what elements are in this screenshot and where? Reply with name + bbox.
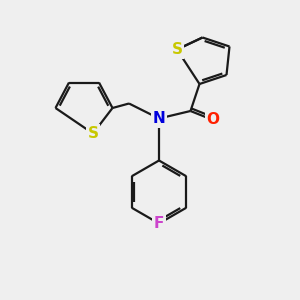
Text: O: O (206, 112, 220, 128)
Text: S: S (88, 126, 98, 141)
Text: F: F (154, 216, 164, 231)
Text: S: S (172, 42, 182, 57)
Text: N: N (153, 111, 165, 126)
